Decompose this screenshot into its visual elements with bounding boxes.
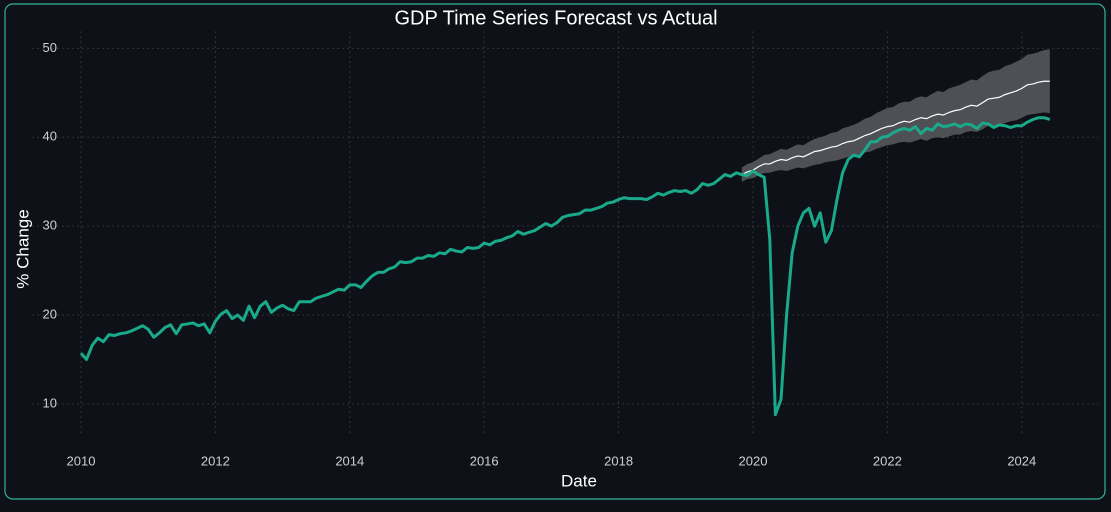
x-tick-label: 2022 [873, 453, 902, 468]
x-axis-label: Date [561, 471, 597, 490]
y-tick-label: 40 [43, 129, 57, 144]
forecast-line [741, 80, 1050, 176]
y-axis-label: % Change [13, 209, 32, 288]
x-tick-label: 2020 [739, 453, 768, 468]
x-tick-label: 2012 [201, 453, 230, 468]
forecast-band [741, 49, 1050, 182]
x-tick-label: 2014 [335, 453, 364, 468]
actual-line [79, 116, 1051, 417]
y-tick-label: 10 [43, 395, 57, 410]
y-tick-label: 20 [43, 306, 57, 321]
chart-title: GDP Time Series Forecast vs Actual [394, 7, 717, 29]
x-tick-label: 2018 [604, 453, 633, 468]
y-tick-label: 30 [43, 218, 57, 233]
x-tick-label: 2016 [470, 453, 499, 468]
y-tick-label: 50 [43, 40, 57, 55]
x-tick-label: 2024 [1007, 453, 1036, 468]
x-tick-label: 2010 [67, 453, 96, 468]
panel-border [4, 3, 1106, 500]
